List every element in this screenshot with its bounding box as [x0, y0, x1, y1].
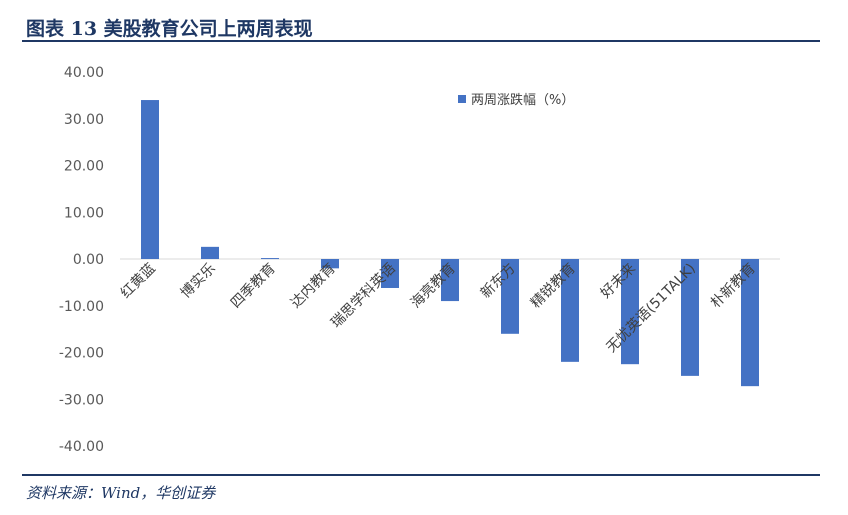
- category-label: 红黄蓝: [117, 260, 159, 302]
- bar: [441, 259, 459, 302]
- source-note: 资料来源：Wind，华创证券: [26, 484, 216, 502]
- y-tick-label: -40.00: [59, 439, 104, 455]
- y-tick-label: -20.00: [59, 346, 104, 362]
- category-label: 博实乐: [177, 260, 219, 302]
- bar: [621, 259, 639, 365]
- y-tick-label: 20.00: [64, 159, 104, 175]
- legend: 两周涨跌幅（%）: [458, 92, 574, 108]
- bars-group: [141, 100, 759, 387]
- bar: [501, 259, 519, 334]
- category-label: 达内教育: [288, 261, 339, 312]
- top-rule: [22, 40, 820, 42]
- figure-title: 图表 13 美股教育公司上两周表现: [26, 18, 313, 40]
- y-tick-label: 30.00: [64, 112, 104, 128]
- legend-label: 两周涨跌幅（%）: [471, 92, 574, 108]
- y-tick-label: -30.00: [59, 392, 104, 408]
- y-tick-label: 0.00: [73, 252, 104, 268]
- bar: [321, 259, 339, 269]
- bar: [141, 100, 159, 259]
- figure-header: 图表 13 美股教育公司上两周表现: [22, 8, 820, 40]
- bar: [561, 259, 579, 362]
- bottom-rule: [22, 474, 820, 476]
- y-tick-label: -10.00: [59, 299, 104, 315]
- bar: [381, 259, 399, 288]
- bar: [201, 246, 219, 259]
- legend-swatch: [458, 95, 466, 103]
- bar: [261, 258, 279, 260]
- bar: [681, 259, 699, 376]
- category-label: 瑞思学科英语: [327, 260, 398, 331]
- y-tick-label: 10.00: [64, 205, 104, 221]
- y-axis-ticks: 40.00 30.00 20.00 10.00 0.00 -10.00 -20.00 -30.…: [59, 65, 104, 455]
- category-label: 四季教育: [228, 261, 279, 312]
- bar: [741, 259, 759, 387]
- y-tick-label: 40.00: [64, 65, 104, 81]
